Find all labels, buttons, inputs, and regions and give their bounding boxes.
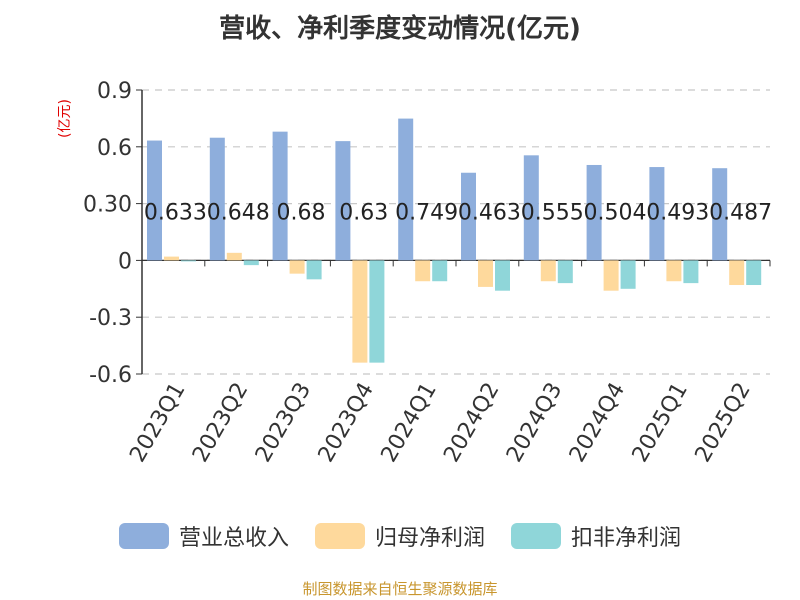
bar-revenue bbox=[649, 167, 665, 261]
chart-title: 营收、净利季度变动情况(亿元) bbox=[219, 14, 581, 44]
bar-deducted-profit bbox=[557, 260, 573, 284]
y-tick-label: -0.6 bbox=[89, 363, 132, 388]
data-source-note: 制图数据来自恒生聚源数据库 bbox=[302, 580, 498, 598]
y-tick-label: 0 bbox=[118, 249, 132, 274]
bar-revenue bbox=[272, 131, 288, 261]
bar-deducted-profit bbox=[369, 260, 385, 363]
x-tick-label: 2023Q2 bbox=[188, 379, 253, 467]
bar-net-profit bbox=[164, 256, 179, 261]
data-label: 0.648 bbox=[207, 201, 270, 226]
bar-revenue bbox=[523, 155, 539, 261]
bar-deducted-profit bbox=[495, 260, 510, 291]
x-tick-label: 2023Q1 bbox=[125, 379, 190, 467]
data-label: 0.63 bbox=[339, 201, 388, 226]
legend: 营业总收入 归母净利润 扣非净利润 bbox=[0, 520, 800, 552]
data-label: 0.493 bbox=[646, 201, 709, 226]
x-tick-label: 2024Q4 bbox=[565, 379, 630, 467]
legend-item-net-profit[interactable]: 归母净利润 bbox=[314, 520, 485, 552]
x-tick-label: 2025Q2 bbox=[690, 379, 755, 467]
bar-net-profit bbox=[415, 260, 431, 282]
y-tick-label: -0.3 bbox=[89, 306, 132, 331]
bar-net-profit bbox=[226, 252, 242, 261]
x-tick-label: 2024Q2 bbox=[439, 379, 504, 467]
bar-deducted-profit bbox=[306, 260, 322, 280]
bar-deducted-profit bbox=[181, 260, 196, 262]
bar-revenue bbox=[398, 118, 414, 261]
bar-net-profit bbox=[540, 260, 556, 282]
legend-swatch-revenue bbox=[118, 523, 169, 549]
bar-deducted-profit bbox=[620, 260, 636, 289]
y-tick-label: 0.6 bbox=[97, 136, 132, 161]
y-tick-label: 0.30 bbox=[83, 193, 132, 218]
bar-revenue bbox=[461, 172, 476, 261]
bar-revenue bbox=[712, 168, 728, 261]
legend-swatch-net-profit bbox=[314, 523, 365, 549]
legend-swatch-deducted-profit bbox=[511, 523, 561, 549]
bar-revenue bbox=[586, 164, 602, 261]
bar-deducted-profit bbox=[683, 260, 699, 284]
x-tick-label: 2023Q4 bbox=[314, 379, 379, 467]
bar-deducted-profit bbox=[432, 260, 448, 282]
bar-net-profit bbox=[478, 260, 493, 287]
legend-label-deducted-profit: 扣非净利润 bbox=[571, 526, 682, 551]
legend-item-revenue[interactable]: 营业总收入 bbox=[118, 520, 289, 552]
x-tick-label: 2025Q1 bbox=[628, 379, 693, 467]
data-label: 0.749 bbox=[395, 201, 458, 226]
bar-deducted-profit bbox=[243, 260, 259, 266]
data-label: 0.633 bbox=[144, 201, 207, 226]
legend-label-net-profit: 归母净利润 bbox=[374, 526, 485, 551]
data-label: 0.504 bbox=[584, 201, 647, 226]
data-label: 0.487 bbox=[709, 201, 772, 226]
bar-revenue bbox=[335, 141, 351, 261]
bar-net-profit bbox=[603, 260, 619, 291]
data-label: 0.555 bbox=[521, 201, 584, 226]
legend-item-deducted-profit[interactable]: 扣非净利润 bbox=[511, 520, 681, 552]
bar-net-profit bbox=[666, 260, 682, 282]
x-tick-label: 2024Q1 bbox=[376, 378, 441, 466]
x-tick-label: 2024Q3 bbox=[502, 379, 567, 467]
y-tick-label: 0.9 bbox=[97, 79, 132, 104]
data-label: 0.463 bbox=[458, 201, 521, 226]
bar-deducted-profit bbox=[746, 260, 762, 286]
bar-revenue bbox=[147, 140, 162, 261]
bar-net-profit bbox=[729, 260, 745, 286]
data-label: 0.68 bbox=[277, 201, 326, 226]
bar-net-profit bbox=[352, 260, 368, 363]
bar-net-profit bbox=[289, 260, 305, 274]
x-tick-label: 2023Q3 bbox=[251, 379, 316, 467]
bar-revenue bbox=[209, 137, 225, 261]
legend-label-revenue: 营业总收入 bbox=[178, 526, 289, 551]
